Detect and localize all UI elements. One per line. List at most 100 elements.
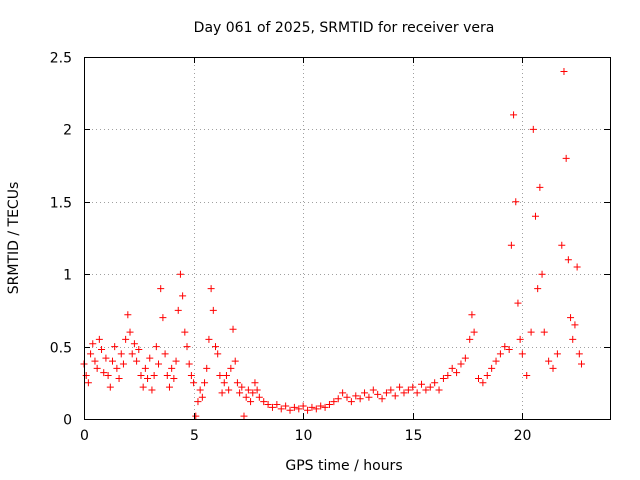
data-point xyxy=(144,374,152,382)
data-point xyxy=(361,389,369,397)
data-point xyxy=(251,379,259,387)
data-point xyxy=(453,369,461,377)
data-point xyxy=(253,386,261,394)
data-point xyxy=(527,328,535,336)
data-point xyxy=(365,393,373,401)
data-point xyxy=(212,343,219,351)
data-point xyxy=(347,398,355,406)
data-point xyxy=(102,354,110,362)
data-point xyxy=(374,390,382,398)
data-point xyxy=(82,372,90,380)
chart-title: Day 061 of 2025, SRMTID for receiver ver… xyxy=(194,20,495,36)
data-point xyxy=(545,357,553,365)
x-tick-label: 5 xyxy=(190,428,199,444)
data-point xyxy=(130,340,138,348)
data-point xyxy=(505,345,513,353)
data-point xyxy=(260,398,268,406)
x-tick-label: 0 xyxy=(80,428,89,444)
data-point xyxy=(356,395,364,403)
data-point xyxy=(216,372,224,380)
data-point xyxy=(369,386,377,394)
data-point xyxy=(299,402,307,410)
data-point xyxy=(286,406,294,414)
data-point xyxy=(290,403,298,411)
data-point xyxy=(148,386,156,394)
data-point xyxy=(492,357,500,365)
data-point xyxy=(91,357,99,365)
data-point xyxy=(165,383,173,391)
data-point xyxy=(439,374,447,382)
data-point xyxy=(468,311,476,319)
data-point xyxy=(89,340,97,348)
data-point xyxy=(128,350,136,358)
data-point xyxy=(560,67,568,75)
data-point xyxy=(84,379,92,387)
x-tick-label: 10 xyxy=(295,428,313,444)
data-point xyxy=(146,354,154,362)
data-point xyxy=(108,357,116,365)
data-point xyxy=(273,401,281,409)
y-tick-label: 0 xyxy=(63,413,72,429)
data-point xyxy=(100,369,108,377)
data-point xyxy=(183,343,191,351)
data-point xyxy=(553,350,561,358)
data-point xyxy=(214,350,222,358)
data-point xyxy=(106,383,114,391)
data-point xyxy=(227,364,235,372)
data-point xyxy=(190,379,198,387)
data-point xyxy=(426,383,434,391)
data-point xyxy=(444,372,452,380)
data-point xyxy=(247,398,255,406)
data-point xyxy=(117,350,125,358)
data-point xyxy=(334,395,342,403)
data-point xyxy=(220,379,228,387)
data-point xyxy=(157,285,165,293)
data-point xyxy=(567,314,575,322)
data-point xyxy=(391,392,399,400)
data-point xyxy=(218,389,226,397)
data-point xyxy=(573,263,581,271)
data-point xyxy=(198,393,206,401)
data-point xyxy=(378,395,386,403)
data-point xyxy=(93,364,101,372)
data-point xyxy=(209,306,217,314)
data-point xyxy=(540,328,548,336)
data-point xyxy=(352,392,360,400)
data-point xyxy=(431,379,439,387)
data-point xyxy=(98,345,106,353)
data-point xyxy=(163,372,171,380)
data-point xyxy=(549,364,557,372)
data-point xyxy=(192,412,200,420)
data-point xyxy=(510,111,518,119)
data-point xyxy=(249,389,257,397)
data-point xyxy=(512,198,520,206)
data-point xyxy=(523,372,531,380)
data-point xyxy=(137,372,145,380)
data-point xyxy=(231,357,239,365)
data-point xyxy=(501,343,509,351)
data-point xyxy=(457,360,465,368)
data-point xyxy=(207,285,215,293)
y-tick-label: 0.5 xyxy=(50,341,72,357)
data-point xyxy=(205,335,213,343)
data-point xyxy=(229,325,237,333)
data-point xyxy=(87,350,95,358)
data-point xyxy=(133,357,141,365)
data-point xyxy=(119,360,127,368)
data-point xyxy=(496,350,504,358)
data-point xyxy=(516,335,524,343)
data-point xyxy=(126,328,134,336)
data-point xyxy=(396,383,404,391)
data-point xyxy=(174,306,182,314)
data-point xyxy=(575,350,583,358)
data-point xyxy=(475,374,482,382)
data-point xyxy=(111,343,119,351)
data-point xyxy=(170,374,178,382)
data-point xyxy=(238,383,246,391)
y-tick-label: 2 xyxy=(63,123,72,139)
data-point xyxy=(404,386,412,394)
data-point xyxy=(448,364,456,372)
data-point xyxy=(115,374,123,382)
data-point xyxy=(161,350,169,358)
data-point xyxy=(95,335,103,343)
